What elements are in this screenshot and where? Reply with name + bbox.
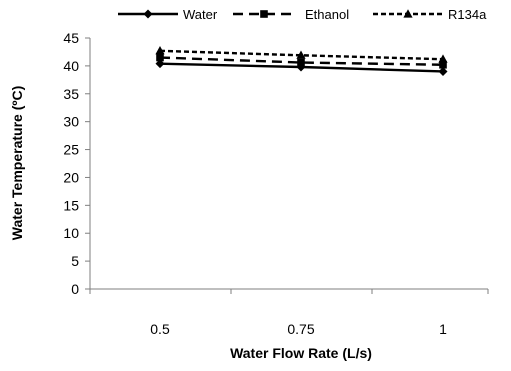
data-point <box>155 59 165 69</box>
legend-label: Water <box>183 7 218 22</box>
x-axis-title: Water Flow Rate (L/s) <box>230 345 372 361</box>
y-tick-label: 5 <box>71 253 79 269</box>
data-point <box>296 50 306 59</box>
legend: Water Ethanol R134a <box>118 7 487 22</box>
axes <box>89 38 488 290</box>
legend-marker <box>260 10 268 18</box>
legend-item-water: Water <box>118 7 218 22</box>
y-tick-label: 10 <box>63 225 79 241</box>
x-tick-label: 0.75 <box>287 321 314 337</box>
y-tick-label: 25 <box>63 142 79 158</box>
data-point <box>297 58 305 67</box>
data-point <box>439 60 447 69</box>
x-ticks: 0.5 0.75 1 <box>89 289 489 337</box>
y-tick-label: 0 <box>71 281 79 297</box>
data-point <box>156 53 164 62</box>
y-tick-label: 45 <box>63 30 79 46</box>
series-r134a <box>155 46 448 63</box>
y-tick-label: 35 <box>63 86 79 102</box>
y-tick-label: 30 <box>63 114 79 130</box>
x-tick-label: 1 <box>439 321 447 337</box>
legend-item-ethanol: Ethanol <box>233 7 349 22</box>
y-axis-title: Water Temperature (ºC) <box>9 86 25 240</box>
series-ethanol <box>156 53 447 69</box>
y-tick-label: 40 <box>63 58 79 74</box>
y-ticks: 0 5 10 15 20 25 30 35 40 45 <box>63 30 90 297</box>
series-group <box>155 46 448 76</box>
y-tick-label: 15 <box>63 197 79 213</box>
data-point <box>155 46 165 55</box>
legend-label: R134a <box>448 7 487 22</box>
legend-marker <box>403 9 413 18</box>
legend-marker <box>143 9 153 19</box>
series-line <box>159 49 444 61</box>
legend-label: Ethanol <box>305 7 349 22</box>
x-tick-label: 0.5 <box>150 321 170 337</box>
data-point <box>438 66 448 76</box>
data-point <box>438 54 448 63</box>
y-tick-label: 20 <box>63 169 79 185</box>
legend-item-r134a: R134a <box>373 7 487 22</box>
